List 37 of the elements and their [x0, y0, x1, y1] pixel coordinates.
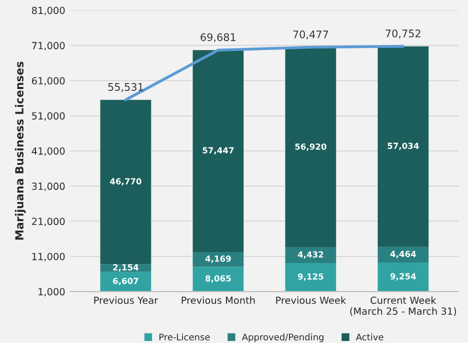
y-axis-title: Marijuana Business Licenses [14, 62, 26, 240]
y-tick-label: 31,000 [32, 182, 65, 191]
y-tick-label: 71,000 [32, 42, 65, 50]
data-label: 57,447 [202, 147, 234, 155]
x-tick-label: Previous Week [276, 296, 346, 304]
y-tick-label: 21,000 [32, 218, 65, 226]
data-label: 4,432 [298, 251, 324, 259]
y-tick-label: 41,000 [32, 147, 65, 156]
x-tick-label: Previous Month [182, 296, 255, 304]
y-tick-label: 81,000 [32, 6, 65, 16]
legend-label: Approved/Pending [242, 333, 324, 342]
data-label: 69,681 [200, 33, 236, 42]
bar [378, 46, 429, 247]
data-label: 4,464 [390, 250, 416, 258]
data-label: 8,065 [206, 275, 231, 283]
data-label: 9,125 [298, 273, 324, 281]
data-label: 56,920 [295, 143, 326, 151]
x-tick-label: Previous Year [94, 296, 158, 304]
data-label: 70,752 [386, 29, 420, 38]
data-label: 46,770 [110, 178, 142, 186]
data-label: 57,034 [388, 142, 419, 150]
y-tick-label: 51,000 [32, 112, 65, 121]
legend-label: Pre-License [159, 333, 210, 340]
y-tick-label: 1,000 [38, 288, 65, 296]
bar [192, 50, 244, 252]
data-label: 4,169 [205, 256, 231, 263]
legend-label: Active [356, 333, 384, 340]
data-label: 9,254 [390, 273, 416, 281]
data-label: 70,477 [293, 30, 328, 40]
data-label: 55,531 [108, 82, 143, 92]
y-tick-label: 61,000 [32, 77, 65, 86]
y-tick-label: 11,000 [32, 252, 65, 262]
data-label: 2,154 [113, 264, 138, 272]
bar [285, 47, 336, 248]
data-label: 6,607 [113, 278, 138, 286]
x-tick-label: Current Week (March 25 - March 31) [350, 296, 456, 316]
bar [100, 100, 152, 264]
